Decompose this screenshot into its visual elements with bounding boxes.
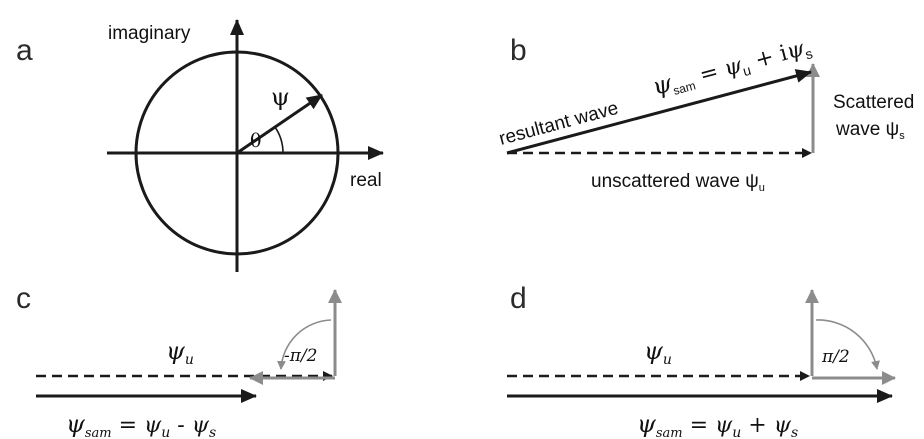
panel-c: c ψu -π/2 ψsam = ψu - ψs [16, 282, 342, 439]
c-eq-rhs-sub: s [209, 425, 216, 439]
panel-a: a imaginary real ψ θ [16, 19, 384, 272]
d-psi-u: ψu [644, 337, 672, 368]
panel-a-letter: a [16, 34, 33, 67]
c-eq-lhs: ψ [66, 410, 86, 438]
c-equation: ψsam = ψu - ψs [66, 410, 216, 439]
b-eq-op: + i [746, 41, 791, 75]
unscattered-label-sub: u [759, 182, 765, 194]
d-psi-u-sub: u [663, 352, 672, 368]
d-eq-mid-sub: u [732, 425, 741, 439]
theta-label: θ [250, 130, 261, 152]
d-angle-label: π/2 [821, 347, 850, 367]
d-eq-op: + ψ [741, 413, 791, 438]
imaginary-axis-label: imaginary [108, 23, 191, 44]
b-eq-rhs-sub: s [803, 45, 814, 62]
b-eq-lhs-sub: sam [672, 78, 698, 97]
panel-d-letter: d [510, 282, 527, 315]
c-psi-u-sub: u [185, 352, 194, 368]
c-eq-op: - ψ [170, 413, 209, 438]
d-rotation-arc [815, 319, 880, 370]
scattered-label-line2: wave ψs [835, 119, 905, 142]
panel-b: b resultant wave ψsam = ψu + iψs Scatter… [497, 32, 914, 194]
c-psi-u: ψu [166, 337, 194, 368]
c-eq-mid-sub: u [161, 425, 170, 439]
b-eq-rhs: ψ [784, 36, 808, 65]
scattered-label-sub: s [899, 130, 905, 142]
panel-d: d ψu π/2 ψsam = ψu + ψs [507, 282, 896, 439]
panel-b-letter: b [510, 34, 527, 67]
d-eq-rhs-sub: s [791, 425, 798, 439]
scattered-label-line1: Scattered [833, 92, 914, 113]
d-eq-mid: = ψ [683, 413, 733, 438]
unscattered-label-text: unscattered wave ψ [591, 171, 759, 192]
scattered-label-text: wave ψ [835, 119, 899, 140]
d-psi-u-symbol: ψ [644, 337, 664, 365]
psi-vector [236, 93, 323, 155]
c-angle-label: -π/2 [284, 346, 317, 366]
resultant-wave-arrow [506, 69, 812, 155]
d-eq-lhs-sub: sam [656, 426, 683, 439]
psi-label: ψ [271, 83, 290, 111]
b-eq-mid-sub: u [741, 62, 753, 79]
c-rotation-arc [276, 319, 332, 370]
b-equation: ψsam = ψu + iψs [649, 32, 814, 103]
real-axis-label: real [350, 170, 382, 191]
c-eq-mid: = ψ [112, 413, 162, 438]
b-eq-mid: = ψ [690, 53, 745, 90]
resultant-wave-label: resultant wave [497, 98, 621, 150]
theta-arc [274, 126, 284, 154]
c-eq-lhs-sub: sam [85, 426, 112, 439]
c-psi-u-symbol: ψ [166, 337, 186, 365]
panel-c-letter: c [16, 282, 31, 315]
d-equation: ψsam = ψu + ψs [637, 410, 798, 439]
d-eq-lhs: ψ [637, 410, 657, 438]
unscattered-label: unscattered wave ψu [591, 171, 765, 194]
